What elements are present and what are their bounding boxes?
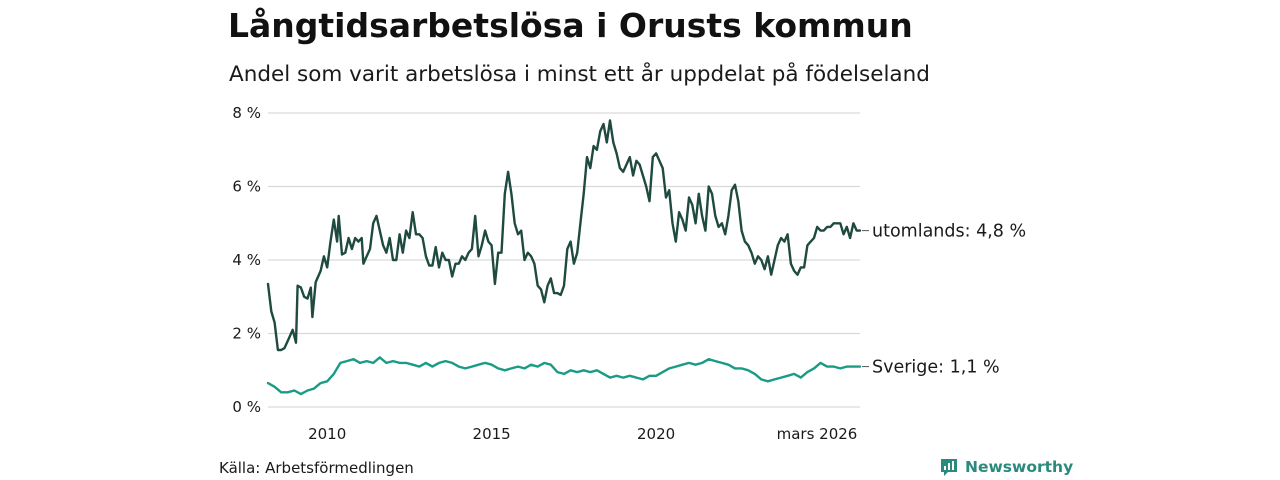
gridlines [268, 112, 860, 408]
y-axis-tick-labels: 0 % 2 % 4 % 6 % 8 % [232, 104, 261, 416]
x-tick-label: 2020 [637, 425, 675, 443]
newsworthy-logo[interactable]: Newsworthy [939, 456, 1073, 478]
end-labels: utomlands: 4,8 % Sverige: 1,1 % [862, 222, 1026, 378]
x-axis-tick-labels: 2010 2015 2020 mars 2026 [308, 425, 857, 443]
chart-title: Långtidsarbetslösa i Orusts kommun [228, 6, 913, 45]
y-tick-label: 0 % [232, 398, 261, 416]
series-line-utomlands [266, 119, 862, 352]
y-tick-label: 6 % [232, 178, 261, 196]
x-tick-label: 2015 [473, 425, 511, 443]
y-tick-label: 2 % [232, 325, 261, 343]
y-tick-label: 4 % [232, 251, 261, 269]
chart-subtitle: Andel som varit arbetslösa i minst ett å… [229, 62, 930, 87]
source-note: Källa: Arbetsförmedlingen [219, 459, 414, 477]
series-lines [266, 119, 862, 396]
newsworthy-logo-icon [941, 459, 957, 476]
x-tick-label: mars 2026 [777, 425, 858, 443]
end-label-utomlands: utomlands: 4,8 % [872, 222, 1026, 242]
brand-name: Newsworthy [965, 458, 1074, 476]
y-tick-label: 8 % [232, 104, 261, 122]
end-label-sverige: Sverige: 1,1 % [872, 358, 1000, 378]
series-line-sverige [266, 356, 862, 396]
x-tick-label: 2010 [308, 425, 346, 443]
